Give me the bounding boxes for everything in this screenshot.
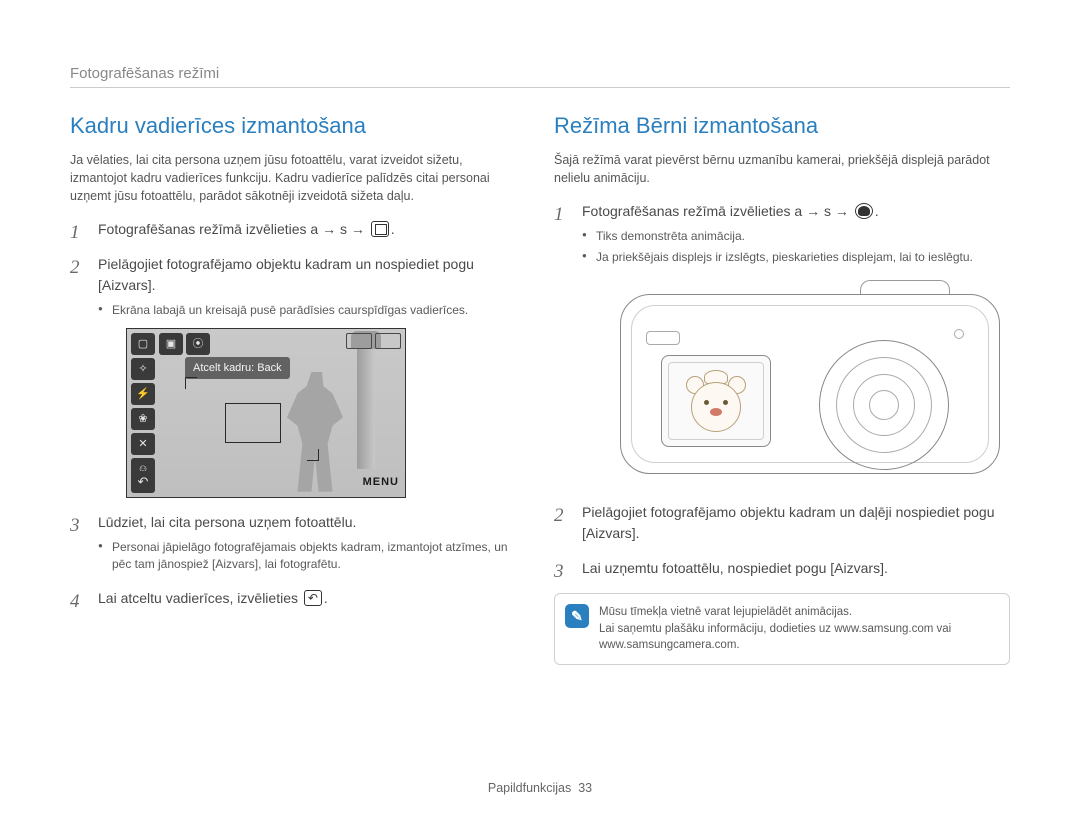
- right-step-2: Pielāgojiet fotografējamo objektu kadram…: [554, 502, 1010, 544]
- frame-guide: [225, 403, 281, 443]
- left-intro: Ja vēlaties, lai cita persona uzņem jūsu…: [70, 151, 514, 205]
- mode-icon: [371, 221, 389, 237]
- right-step-1-text: Fotografēšanas režīmā izvēlieties a → s …: [582, 203, 853, 219]
- right-steps: Fotografēšanas režīmā izvēlieties a → s …: [554, 201, 1010, 579]
- flash-icon: ⚡: [131, 383, 155, 405]
- left-step-1: Fotografēšanas režīmā izvēlieties a → s …: [70, 219, 514, 240]
- return-icon: [304, 590, 322, 606]
- left-step-2-text: Pielāgojiet fotografējamo objektu kadram…: [98, 256, 474, 293]
- lamp-graphic: [357, 339, 375, 469]
- left-heading: Kadru vadierīces izmantošana: [70, 113, 514, 139]
- frame-corner: [185, 377, 197, 389]
- flash-window: [646, 331, 680, 345]
- left-step-3-text: Lūdziet, lai cita persona uzņem fotoattē…: [98, 514, 356, 530]
- bear-animation-icon: [686, 376, 746, 436]
- page-footer: Papildfunkcijas 33: [0, 781, 1080, 795]
- breadcrumb: Fotografēšanas režīmi: [70, 65, 1010, 88]
- left-steps: Fotografēšanas režīmā izvēlieties a → s …: [70, 219, 514, 608]
- right-icon-row: [346, 333, 401, 349]
- left-step-3: Lūdziet, lai cita persona uzņem fotoattē…: [70, 512, 514, 574]
- right-step-1-bullet-1: Tiks demonstrēta animācija.: [582, 228, 1010, 245]
- content-columns: Kadru vadierīces izmantošana Ja vēlaties…: [70, 113, 1010, 665]
- kids-mode-icon: [855, 203, 873, 219]
- right-step-3: Lai uzņemtu fotoattēlu, nospiediet pogu …: [554, 558, 1010, 579]
- left-step-2-bullet: Ekrāna labajā un kreisajā pusē parādīsie…: [98, 302, 514, 319]
- menu-label: MENU: [363, 474, 399, 491]
- footer-page: 33: [578, 781, 592, 795]
- camera-body: [620, 294, 1000, 474]
- left-step-4: Lai atceltu vadierīces, izvēlieties .: [70, 588, 514, 609]
- front-display: [661, 355, 771, 447]
- right-column: Režīma Bērni izmantošana Šajā režīmā var…: [554, 113, 1010, 665]
- screen-icon: ✧: [131, 358, 155, 380]
- top-icon-row: ▣ ⦿: [159, 333, 210, 355]
- right-step-1-bullet-2: Ja priekšējais displejs ir izslēgts, pie…: [582, 249, 1010, 266]
- back-icon: ↶: [131, 471, 155, 493]
- left-icon-column: ▢ ✧ ⚡ ❀ ✕ ☺: [131, 333, 157, 493]
- note-icon: ✎: [565, 604, 589, 628]
- camera-front-illustration: [610, 274, 1010, 484]
- battery-icon: [375, 333, 401, 349]
- sd-icon: [346, 333, 372, 349]
- note-line-1: Mūsu tīmekļa vietnē varat lejupielādēt a…: [599, 604, 997, 621]
- frame-corner: [307, 449, 319, 461]
- screen-caption: Atcelt kadru: Back: [185, 357, 290, 380]
- left-column: Kadru vadierīces izmantošana Ja vēlaties…: [70, 113, 514, 665]
- left-step-4-text: Lai atceltu vadierīces, izvēlieties: [98, 590, 302, 606]
- left-step-3-bullet: Personai jāpielāgo fotografējamais objek…: [98, 539, 514, 574]
- screen-icon: ▢: [131, 333, 155, 355]
- right-step-1: Fotografēšanas režīmā izvēlieties a → s …: [554, 201, 1010, 484]
- macro-icon: ❀: [131, 408, 155, 430]
- left-step-1-text: Fotografēšanas režīmā izvēlieties a → s …: [98, 221, 369, 237]
- camera-screen-illustration: ▣ ⦿ ▢ ✧ ⚡ ❀ ✕ ☺ ↶: [126, 328, 406, 498]
- person-silhouette: [280, 372, 350, 492]
- sensor-dot: [954, 329, 964, 339]
- note-line-2: Lai saņemtu plašāku informāciju, dodieti…: [599, 621, 997, 654]
- screen-icon: ▣: [159, 333, 183, 355]
- right-heading: Režīma Bērni izmantošana: [554, 113, 1010, 139]
- footer-label: Papildfunkcijas: [488, 781, 571, 795]
- note-box: ✎ Mūsu tīmekļa vietnē varat lejupielādēt…: [554, 593, 1010, 665]
- screen-icon: ⦿: [186, 333, 210, 355]
- right-intro: Šajā režīmā varat pievērst bērnu uzmanīb…: [554, 151, 1010, 187]
- camera-lens: [819, 340, 949, 470]
- left-step-2: Pielāgojiet fotografējamo objektu kadram…: [70, 254, 514, 497]
- screen-icon: ✕: [131, 433, 155, 455]
